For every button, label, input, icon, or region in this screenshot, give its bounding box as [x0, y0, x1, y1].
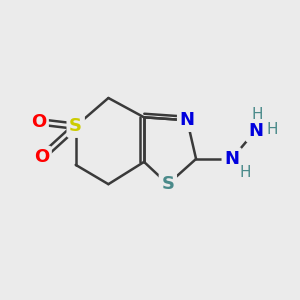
Text: H: H	[239, 165, 251, 180]
Text: S: S	[69, 117, 82, 135]
Text: H: H	[251, 107, 263, 122]
Text: S: S	[161, 175, 174, 193]
Text: O: O	[34, 148, 49, 166]
Text: O: O	[31, 113, 46, 131]
Text: N: N	[180, 111, 195, 129]
Text: N: N	[248, 122, 263, 140]
Text: N: N	[224, 150, 239, 168]
Text: H: H	[266, 122, 278, 137]
